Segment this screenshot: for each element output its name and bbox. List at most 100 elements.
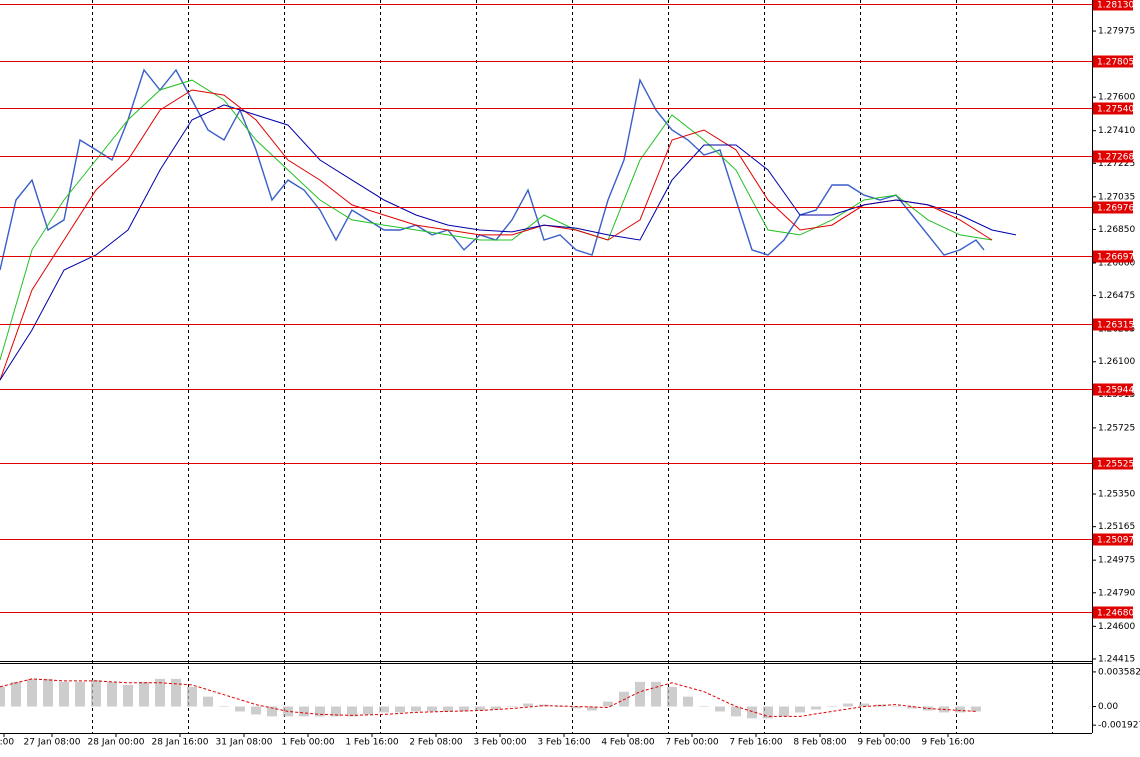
histogram-bar	[667, 686, 677, 707]
level-label: 1.27805	[1097, 58, 1134, 68]
histogram-bar	[507, 706, 517, 708]
y-tick-label: 1.26100	[1098, 357, 1135, 367]
x-tick-label: 1 Feb 16:00	[345, 738, 399, 748]
histogram-bar	[907, 706, 917, 709]
y-tick-label: 1.24975	[1098, 556, 1135, 566]
y-tick-label: 1.24415	[1098, 654, 1135, 664]
histogram-bar	[123, 684, 133, 707]
price-line	[0, 104, 1017, 381]
level-label: 1.27268	[1097, 153, 1134, 163]
level-label-box	[1093, 606, 1133, 619]
histogram-bar	[491, 706, 501, 710]
level-label: 1.26697	[1097, 253, 1134, 263]
signal-line	[0, 678, 977, 717]
histogram-bar	[715, 706, 725, 712]
histogram-bar	[587, 706, 597, 711]
histogram-bar	[59, 681, 69, 707]
histogram-bar	[571, 706, 581, 709]
x-tick-label: 31 Jan 08:00	[216, 738, 273, 748]
price-line	[0, 89, 993, 381]
y-tick-label: 1.25350	[1098, 490, 1135, 500]
y-tick-label: 1.24790	[1098, 588, 1135, 598]
histogram-bar	[203, 696, 213, 707]
level-label-box	[1093, 318, 1133, 331]
y-tick-label: 1.27035	[1098, 192, 1135, 202]
y-tick-label: 1.26660	[1098, 258, 1135, 268]
level-label: 1.25525	[1097, 460, 1134, 470]
y-tick-label: 1.27600	[1098, 93, 1135, 103]
histogram-bar	[363, 706, 373, 715]
y-tick-label: 0.003582	[1098, 667, 1140, 677]
indicator-panel	[0, 678, 981, 719]
level-label-box	[1093, 102, 1133, 115]
histogram-bar	[539, 704, 549, 707]
histogram-bar	[555, 706, 565, 708]
histogram-bar	[107, 681, 117, 707]
histogram-bar	[795, 706, 805, 713]
histogram-bar	[651, 681, 661, 707]
histogram-bar	[475, 706, 485, 711]
histogram-bar	[379, 706, 389, 713]
y-tick-label: 1.26475	[1098, 291, 1135, 301]
x-tick-label: 7 Feb 00:00	[665, 738, 719, 748]
x-tick-label: 3 Feb 16:00	[537, 738, 591, 748]
x-tick-label: 9 Feb 00:00	[857, 738, 911, 748]
grid	[92, 0, 1053, 733]
level-label-box	[1093, 0, 1133, 11]
x-tick-label: 1 Feb 00:00	[281, 738, 335, 748]
level-label: 1.24680	[1097, 609, 1134, 619]
histogram-bar	[859, 703, 869, 707]
histogram-bar	[299, 706, 309, 717]
y-tick-label: 1.25725	[1098, 423, 1135, 433]
histogram-bar	[43, 678, 53, 707]
histogram-bar	[699, 706, 709, 708]
main-panel	[0, 4, 1092, 613]
level-label-box	[1093, 55, 1133, 68]
histogram-bar	[331, 706, 341, 717]
y-tick-label: 1.25165	[1098, 522, 1135, 532]
level-label-box	[1093, 533, 1133, 546]
histogram-bar	[827, 706, 837, 708]
level-label: 1.25097	[1097, 536, 1134, 546]
histogram-bar	[315, 706, 325, 717]
histogram-bar	[235, 706, 245, 712]
y-tick-label: 0.00	[1098, 702, 1118, 712]
histogram-bar	[187, 686, 197, 707]
histogram-bar	[459, 706, 469, 712]
histogram-bar	[763, 706, 773, 719]
histogram-bar	[395, 706, 405, 713]
y-tick-label: 1.27225	[1098, 159, 1135, 169]
y-tick-label: 1.27975	[1098, 27, 1135, 37]
x-tick-label: 2 Feb 08:00	[409, 738, 463, 748]
histogram-bar	[251, 706, 261, 715]
level-label: 1.28130	[1097, 1, 1134, 11]
histogram-bar	[747, 706, 757, 719]
histogram-bar	[779, 706, 789, 717]
histogram-bar	[139, 681, 149, 707]
x-tick-label: 9 Feb 16:00	[921, 738, 975, 748]
x-tick-label: 28 Jan 00:00	[88, 738, 145, 748]
y-tick-label: 1.27410	[1098, 126, 1135, 136]
y-tick-label: 1.26850	[1098, 225, 1135, 235]
histogram-bar	[971, 706, 981, 712]
histogram-bar	[891, 706, 901, 708]
level-label-box	[1093, 150, 1133, 163]
histogram-bar	[219, 706, 229, 708]
histogram-bar	[0, 686, 5, 707]
histogram-bar	[427, 706, 437, 712]
x-tick-label: 7 Feb 16:00	[729, 738, 783, 748]
x-tick-label: 28 Jan 16:00	[152, 738, 209, 748]
level-label: 1.26315	[1097, 321, 1134, 331]
histogram-bar	[91, 679, 101, 707]
histogram-bar	[955, 706, 965, 713]
histogram-bar	[843, 703, 853, 707]
histogram-bar	[347, 706, 357, 717]
histogram-bar	[171, 678, 181, 707]
level-label-box	[1093, 250, 1133, 263]
histogram-bar	[811, 706, 821, 710]
histogram-bar	[75, 681, 85, 707]
level-label: 1.25944	[1097, 386, 1134, 396]
level-label-box	[1093, 457, 1133, 470]
